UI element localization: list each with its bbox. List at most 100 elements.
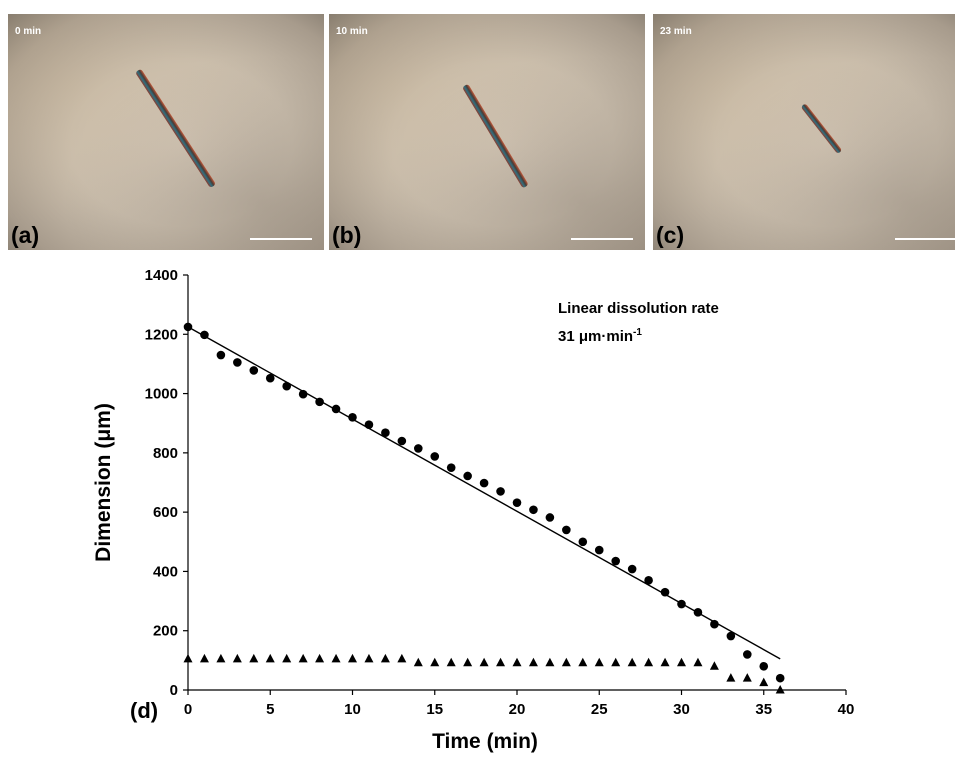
scale-bar xyxy=(895,238,955,240)
y-tick-label: 1200 xyxy=(145,326,178,343)
micrograph-panel-b: 10 min (b) xyxy=(329,14,645,250)
x-tick-label: 15 xyxy=(426,701,443,718)
x-tick-label: 20 xyxy=(509,701,526,718)
x-tick-label: 40 xyxy=(838,701,855,718)
data-point-triangle xyxy=(512,657,522,667)
annotation-rate-exponent: -1 xyxy=(633,327,642,338)
data-point-triangle xyxy=(446,657,456,667)
data-point-triangle xyxy=(216,653,226,663)
time-label: 10 min xyxy=(336,26,368,37)
data-point-triangle xyxy=(331,653,341,663)
data-point-circle xyxy=(512,498,522,507)
annotation-rate: 31 μm·min xyxy=(558,328,633,345)
micrograph-panel-a: 0 min (a) xyxy=(8,14,324,250)
series-triangles xyxy=(183,653,785,694)
panel-label-d: (d) xyxy=(130,698,158,723)
data-point-triangle xyxy=(677,657,686,667)
data-point-triangle xyxy=(199,653,209,663)
data-point-circle xyxy=(726,631,736,641)
data-point-triangle xyxy=(380,653,390,663)
data-point-circle xyxy=(233,358,242,367)
y-tick-label: 1400 xyxy=(145,267,178,284)
data-point-circle xyxy=(200,330,209,340)
data-point-triangle xyxy=(775,685,785,694)
data-point-circle xyxy=(578,537,588,547)
y-tick-label: 600 xyxy=(153,504,178,521)
data-point-circle xyxy=(348,412,357,422)
data-point-circle xyxy=(430,452,440,461)
data-point-triangle xyxy=(759,677,769,687)
x-tick-label: 25 xyxy=(591,701,608,718)
x-axis-title: Time (min) xyxy=(432,730,538,753)
data-point-triangle xyxy=(413,657,423,667)
panel-label: (c) xyxy=(656,222,685,248)
data-point-circle xyxy=(775,673,785,683)
x-tick-label: 10 xyxy=(344,701,361,718)
data-point-triangle xyxy=(298,653,308,663)
series-circles xyxy=(183,322,785,683)
data-point-circle xyxy=(364,420,374,429)
y-tick-label: 400 xyxy=(153,563,178,580)
data-point-triangle xyxy=(232,653,242,663)
data-point-circle xyxy=(183,322,193,332)
data-point-triangle xyxy=(644,657,654,667)
micrograph-background xyxy=(329,14,645,250)
data-point-triangle xyxy=(742,673,752,682)
data-point-circle xyxy=(743,650,752,659)
data-point-triangle xyxy=(726,673,736,682)
x-tick-label: 30 xyxy=(673,701,690,718)
data-point-circle xyxy=(545,513,555,522)
data-point-circle xyxy=(282,381,292,391)
data-point-triangle xyxy=(528,657,538,667)
data-point-circle xyxy=(611,556,620,566)
data-point-circle xyxy=(381,428,390,437)
time-label: 23 min xyxy=(660,26,692,37)
panel-label: (a) xyxy=(11,222,40,248)
data-point-circle xyxy=(627,564,637,574)
data-point-circle xyxy=(496,487,505,496)
data-point-triangle xyxy=(578,657,588,667)
data-point-circle xyxy=(710,619,719,629)
data-point-triangle xyxy=(709,661,719,670)
data-point-circle xyxy=(693,608,703,617)
data-point-triangle xyxy=(627,657,637,667)
data-point-triangle xyxy=(594,657,604,667)
data-point-circle xyxy=(562,525,571,535)
data-point-circle xyxy=(265,373,275,383)
data-point-triangle xyxy=(430,657,440,667)
data-point-circle xyxy=(463,471,472,481)
x-tick-labels: 0 5 10 15 20 25 30 35 40 xyxy=(184,690,855,718)
data-point-circle xyxy=(677,599,686,609)
data-point-triangle xyxy=(561,657,571,667)
x-tick-label: 0 xyxy=(184,701,192,718)
data-point-circle xyxy=(660,587,670,597)
data-point-circle xyxy=(331,404,341,414)
y-tick-label: 200 xyxy=(153,623,178,640)
data-point-circle xyxy=(529,505,538,515)
y-axis-title: Dimension (μm) xyxy=(92,403,115,562)
data-point-circle xyxy=(298,389,308,399)
scale-bar xyxy=(571,238,633,240)
annotation-line-1: Linear dissolution rate xyxy=(558,300,719,317)
x-tick-label: 35 xyxy=(755,701,772,718)
data-point-triangle xyxy=(265,653,275,663)
data-point-circle xyxy=(315,397,324,407)
data-point-triangle xyxy=(183,653,193,663)
x-tick-label: 5 xyxy=(266,701,274,718)
data-point-circle xyxy=(249,366,259,375)
micrograph-background xyxy=(653,14,955,250)
data-point-triangle xyxy=(315,653,325,663)
data-point-triangle xyxy=(693,657,703,667)
annotation-line-2: 31 μm·min-1 xyxy=(558,327,642,345)
y-tick-label: 800 xyxy=(153,445,178,462)
data-point-circle xyxy=(446,463,456,472)
data-point-triangle xyxy=(397,653,407,663)
data-point-circle xyxy=(414,444,423,453)
data-point-circle xyxy=(759,661,769,671)
data-point-circle xyxy=(644,576,653,585)
y-tick-label: 1000 xyxy=(145,386,178,403)
data-point-triangle xyxy=(463,657,473,667)
data-point-triangle xyxy=(348,653,357,663)
micrograph-background xyxy=(8,14,324,250)
micrograph-panel-c: 23 min (c) xyxy=(653,14,955,250)
